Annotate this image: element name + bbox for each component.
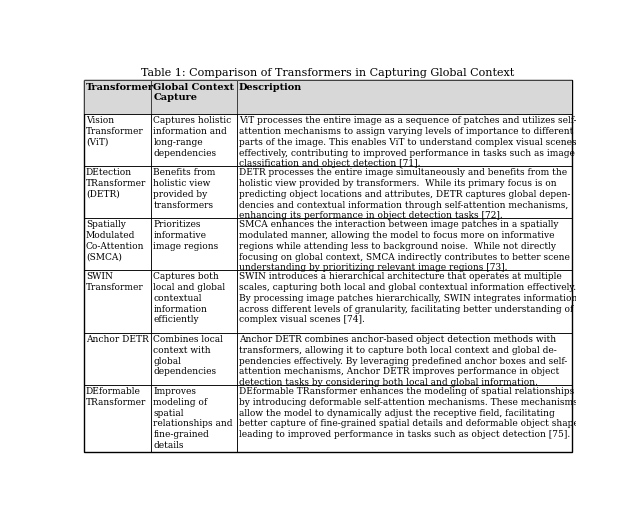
Bar xyxy=(151,114,237,166)
Bar xyxy=(84,333,151,385)
Bar xyxy=(151,166,237,218)
Bar xyxy=(237,166,572,218)
Text: Improves
modeling of
spatial
relationships and
fine-grained
details: Improves modeling of spatial relationshi… xyxy=(154,387,233,450)
Text: Benefits from
holistic view
provided by
transformers: Benefits from holistic view provided by … xyxy=(154,169,216,210)
Text: DETR processes the entire image simultaneously and benefits from the
holistic vi: DETR processes the entire image simultan… xyxy=(239,169,570,220)
Text: Captures both
local and global
contextual
information
efficiently: Captures both local and global contextua… xyxy=(154,272,225,324)
Text: SWIN
Transformer: SWIN Transformer xyxy=(86,272,144,292)
Text: Spatially
Modulated
Co-Attention
(SMCA): Spatially Modulated Co-Attention (SMCA) xyxy=(86,220,145,262)
Text: Global Context
Capture: Global Context Capture xyxy=(154,83,234,102)
Bar xyxy=(151,385,237,452)
Text: Transformer: Transformer xyxy=(86,83,154,91)
Text: ViT processes the entire image as a sequence of patches and utilizes self-
atten: ViT processes the entire image as a sequ… xyxy=(239,117,577,169)
Bar xyxy=(84,80,151,114)
Bar xyxy=(84,270,151,333)
Text: DEformable
TRansformer: DEformable TRansformer xyxy=(86,387,147,407)
Bar xyxy=(84,166,151,218)
Text: Combines local
context with
global
dependencies: Combines local context with global depen… xyxy=(154,335,223,377)
Bar xyxy=(84,218,151,270)
Text: Anchor DETR combines anchor-based object detection methods with
transformers, al: Anchor DETR combines anchor-based object… xyxy=(239,335,567,387)
Text: DEformable TRansformer enhances the modeling of spatial relationships
by introdu: DEformable TRansformer enhances the mode… xyxy=(239,387,586,439)
Bar xyxy=(151,270,237,333)
Text: SWIN introduces a hierarchical architecture that operates at multiple
scales, ca: SWIN introduces a hierarchical architect… xyxy=(239,272,577,324)
Bar xyxy=(84,80,151,114)
Bar xyxy=(151,333,237,385)
Text: DEtection
TRansformer
(DETR): DEtection TRansformer (DETR) xyxy=(86,169,147,199)
Text: Anchor DETR: Anchor DETR xyxy=(86,335,148,344)
Bar xyxy=(84,385,151,452)
Text: Table 1: Comparison of Transformers in Capturing Global Context: Table 1: Comparison of Transformers in C… xyxy=(141,68,515,78)
Bar xyxy=(237,80,572,114)
Bar xyxy=(237,80,572,114)
Bar xyxy=(84,114,151,166)
Text: SMCA enhances the interaction between image patches in a spatially
modulated man: SMCA enhances the interaction between im… xyxy=(239,220,570,272)
Bar xyxy=(151,80,237,114)
Text: Prioritizes
informative
image regions: Prioritizes informative image regions xyxy=(154,220,218,251)
Bar xyxy=(237,385,572,452)
Bar xyxy=(237,114,572,166)
Text: Vision
Transformer
(ViT): Vision Transformer (ViT) xyxy=(86,117,144,147)
Bar xyxy=(237,333,572,385)
Text: Description: Description xyxy=(239,83,302,91)
Bar xyxy=(237,270,572,333)
Bar xyxy=(237,218,572,270)
Bar xyxy=(151,218,237,270)
Text: Captures holistic
information and
long-range
dependencies: Captures holistic information and long-r… xyxy=(154,117,232,158)
Bar xyxy=(151,80,237,114)
